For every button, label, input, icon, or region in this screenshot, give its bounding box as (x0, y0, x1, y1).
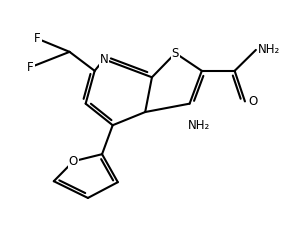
Text: NH₂: NH₂ (258, 43, 280, 56)
Text: O: O (249, 95, 258, 108)
Text: N: N (100, 53, 108, 66)
Text: NH₂: NH₂ (187, 119, 210, 132)
Text: F: F (27, 61, 34, 74)
Text: F: F (34, 32, 41, 45)
Text: S: S (172, 47, 179, 60)
Text: O: O (69, 155, 78, 168)
